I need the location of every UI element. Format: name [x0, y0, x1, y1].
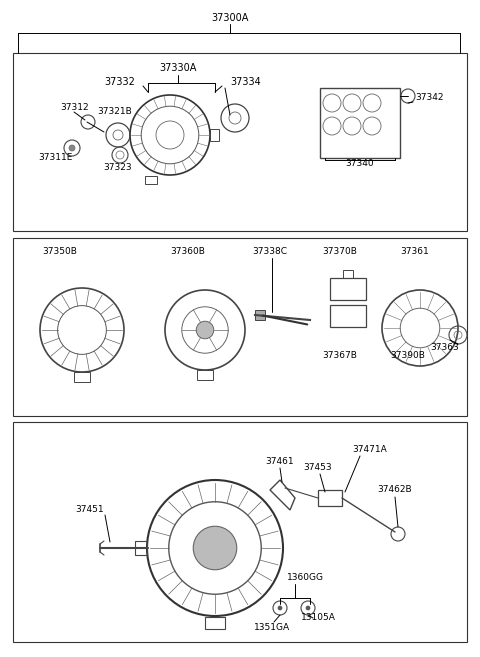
- Text: 37462B: 37462B: [378, 486, 412, 495]
- Text: 37363: 37363: [431, 344, 459, 353]
- Text: 37361: 37361: [401, 248, 430, 256]
- Bar: [13, 238, 467, 416]
- Text: 37334: 37334: [230, 77, 261, 87]
- Bar: [320, 88, 400, 158]
- Circle shape: [196, 321, 214, 339]
- Bar: [13, 53, 467, 231]
- Text: 37367B: 37367B: [323, 350, 358, 359]
- Circle shape: [193, 526, 237, 570]
- Bar: [135, 541, 147, 555]
- Text: 37451: 37451: [76, 505, 104, 514]
- Text: 37461: 37461: [266, 457, 294, 466]
- Bar: [343, 270, 353, 278]
- Text: 37323: 37323: [104, 164, 132, 173]
- Text: 37338C: 37338C: [252, 248, 288, 256]
- Text: 37330A: 37330A: [159, 63, 197, 73]
- Circle shape: [278, 606, 282, 610]
- Text: 37360B: 37360B: [170, 248, 205, 256]
- Text: 37340: 37340: [346, 158, 374, 168]
- Text: 37350B: 37350B: [43, 248, 77, 256]
- Bar: [145, 176, 157, 184]
- Text: 37390B: 37390B: [390, 350, 425, 359]
- Text: 37453: 37453: [304, 463, 332, 472]
- Bar: [318, 490, 342, 506]
- Circle shape: [306, 606, 310, 610]
- Text: 13105A: 13105A: [300, 614, 336, 622]
- Bar: [197, 370, 213, 380]
- Circle shape: [69, 145, 75, 151]
- Bar: [13, 422, 467, 642]
- Polygon shape: [270, 480, 295, 510]
- Text: 37370B: 37370B: [323, 248, 358, 256]
- Bar: [74, 372, 90, 382]
- Text: 37342: 37342: [415, 93, 444, 102]
- Bar: [330, 305, 366, 327]
- Text: 1351GA: 1351GA: [254, 623, 290, 633]
- Text: 37311E: 37311E: [38, 154, 72, 162]
- Bar: [255, 310, 265, 320]
- Text: 37300A: 37300A: [211, 13, 249, 23]
- Bar: [205, 617, 225, 629]
- Text: 37321B: 37321B: [97, 108, 132, 116]
- Text: 37332: 37332: [104, 77, 135, 87]
- Text: 1360GG: 1360GG: [287, 574, 324, 583]
- Bar: [210, 129, 219, 141]
- Text: 37471A: 37471A: [353, 445, 387, 455]
- Text: 37312: 37312: [60, 104, 89, 112]
- Bar: [330, 278, 366, 300]
